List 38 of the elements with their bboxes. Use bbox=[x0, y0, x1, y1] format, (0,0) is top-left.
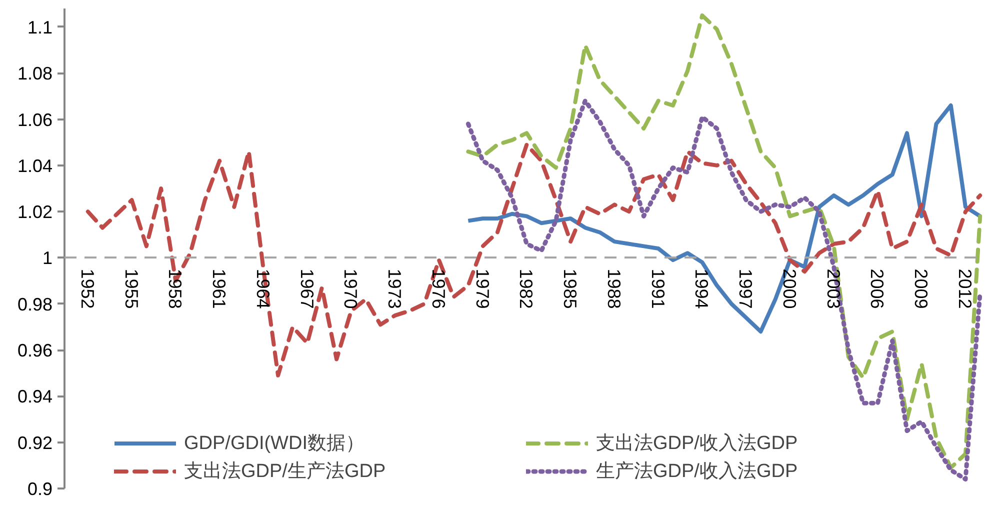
x-tick-label: 2006 bbox=[867, 268, 888, 309]
y-tick-label: 0.9 bbox=[27, 479, 53, 499]
x-tick-label: 2012 bbox=[954, 268, 975, 309]
x-tick-label: 1961 bbox=[209, 268, 230, 309]
x-tick-label: 1967 bbox=[296, 268, 317, 309]
x-tick-label: 1985 bbox=[560, 268, 580, 309]
x-tick-label: 1952 bbox=[77, 268, 98, 309]
x-tick-label: 1958 bbox=[165, 268, 186, 309]
y-tick-label: 0.92 bbox=[17, 432, 53, 453]
x-tick-label: 1964 bbox=[252, 268, 273, 309]
y-tick-label: 1.06 bbox=[17, 110, 53, 130]
legend-label: GDP/GDI(WDI数据） bbox=[184, 432, 366, 456]
x-tick-label: 1976 bbox=[428, 268, 448, 309]
x-tick-label: 1979 bbox=[472, 268, 492, 309]
x-tick-label: 1973 bbox=[384, 268, 405, 309]
y-tick-label: 1.08 bbox=[17, 64, 53, 84]
x-tick-label: 1991 bbox=[648, 268, 668, 309]
x-tick-label: 2003 bbox=[823, 268, 844, 309]
legend-label: 支出法GDP/收入法GDP bbox=[596, 432, 799, 456]
y-tick-label: 1.02 bbox=[17, 202, 53, 222]
y-tick-label: 0.96 bbox=[17, 340, 53, 361]
y-tick-label: 1 bbox=[42, 248, 53, 268]
x-tick-label: 2000 bbox=[779, 268, 800, 309]
x-tick-label: 1997 bbox=[736, 268, 756, 309]
y-tick-label: 1.1 bbox=[27, 17, 53, 38]
line-series bbox=[466, 103, 982, 334]
y-tick-label: 1.04 bbox=[17, 156, 53, 176]
x-tick-label: 2009 bbox=[911, 268, 932, 309]
x-tick-label: 1988 bbox=[604, 268, 624, 309]
x-tick-label: 1994 bbox=[692, 268, 712, 309]
x-tick-label: 1970 bbox=[340, 268, 361, 309]
legend-label: 生产法GDP/收入法GDP bbox=[596, 460, 799, 484]
x-tick-label: 1955 bbox=[121, 268, 142, 309]
y-tick-label: 0.94 bbox=[17, 386, 53, 407]
x-tick-label: 1982 bbox=[516, 268, 536, 309]
line-series bbox=[466, 98, 982, 482]
y-tick-label: 0.98 bbox=[17, 294, 53, 314]
legend-label: 支出法GDP/生产法GDP bbox=[184, 460, 387, 484]
